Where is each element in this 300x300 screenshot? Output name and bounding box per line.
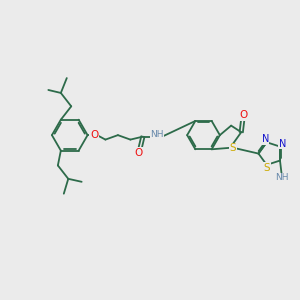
Text: NH: NH — [150, 130, 164, 139]
Text: O: O — [239, 110, 248, 120]
Text: N: N — [262, 134, 269, 144]
Text: O: O — [134, 148, 142, 158]
Text: N: N — [279, 139, 286, 148]
Text: NH: NH — [276, 173, 289, 182]
Text: S: S — [230, 143, 236, 153]
Text: S: S — [263, 163, 270, 173]
Text: O: O — [90, 130, 98, 140]
